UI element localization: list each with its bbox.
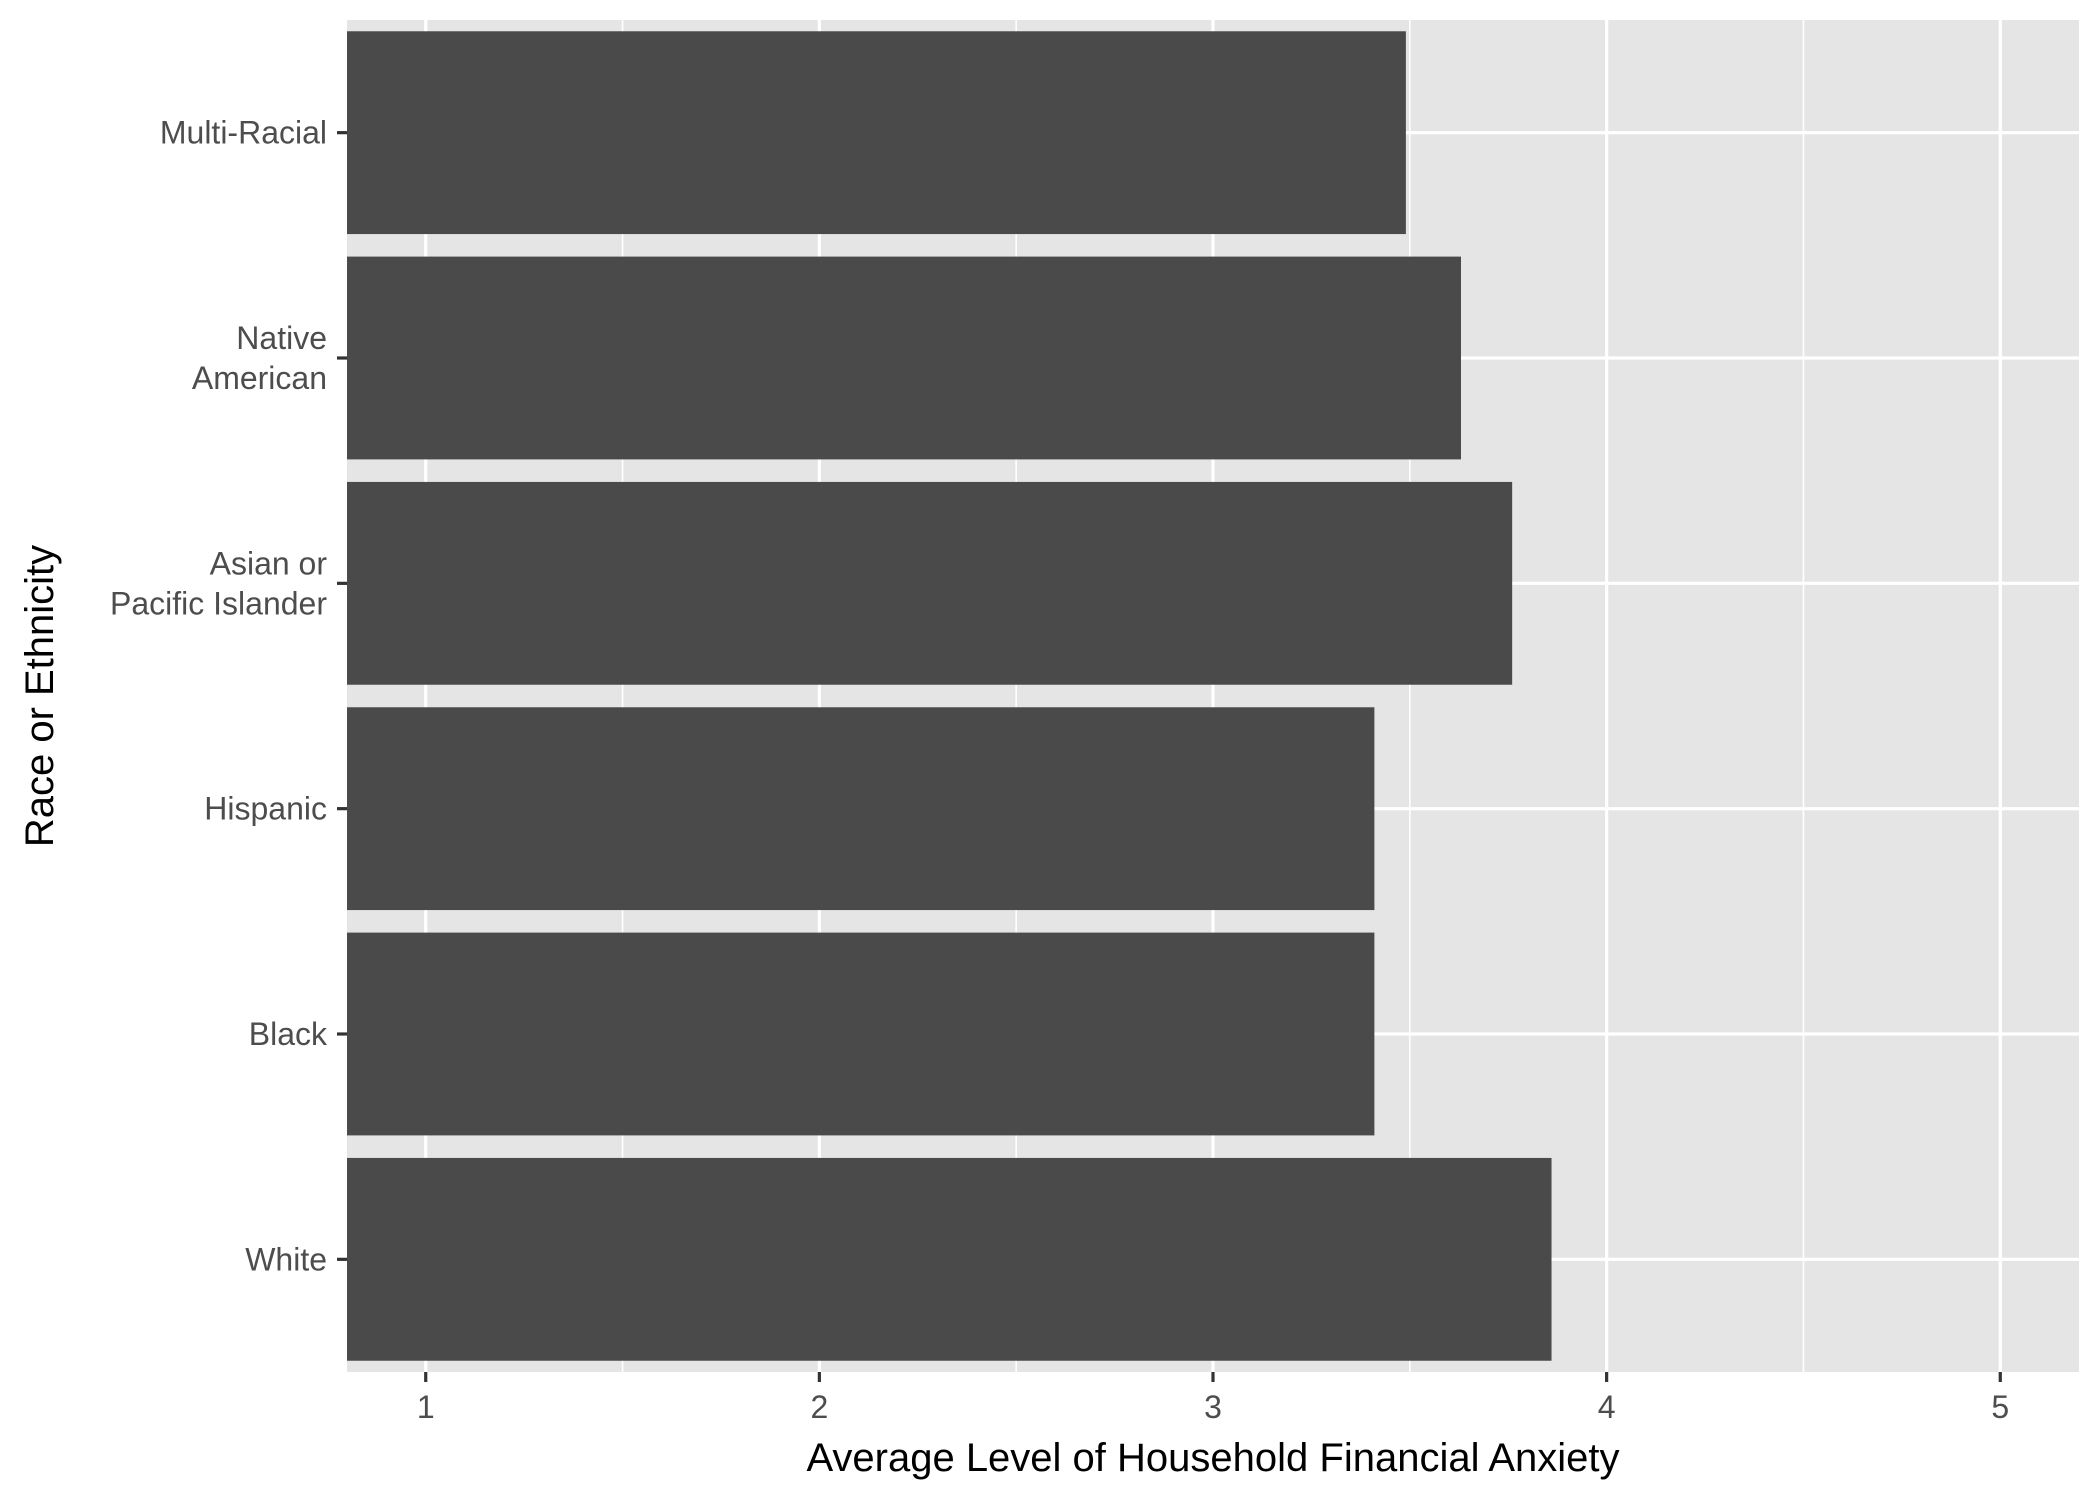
x-tick-label: 2: [810, 1389, 828, 1425]
bar: [347, 1157, 1552, 1361]
bar: [347, 932, 1375, 1136]
y-tick-label: White: [245, 1241, 327, 1277]
x-axis-title: Average Level of Household Financial Anx…: [806, 1436, 1619, 1480]
x-tick-label: 3: [1204, 1389, 1222, 1425]
y-tick-label: Hispanic: [204, 791, 327, 827]
bar: [347, 481, 1513, 685]
bar: [347, 256, 1461, 460]
y-axis: White Black Hispanic Asian or Pacific Island…: [110, 115, 347, 1277]
x-axis: 1 2 3 4 5: [417, 1372, 2009, 1425]
x-tick-label: 5: [1991, 1389, 2009, 1425]
y-axis-title: Race or Ethnicity: [18, 545, 62, 847]
y-tick-label: Black: [249, 1016, 328, 1052]
bars: [347, 31, 1552, 1361]
y-tick-label: Native American: [192, 320, 327, 396]
bar: [347, 31, 1406, 235]
y-tick-label: Multi-Racial: [160, 115, 327, 151]
bar: [347, 707, 1375, 911]
x-tick-label: 4: [1598, 1389, 1616, 1425]
y-tick-label: Asian or Pacific Islander: [110, 545, 327, 621]
x-tick-label: 1: [417, 1389, 435, 1425]
